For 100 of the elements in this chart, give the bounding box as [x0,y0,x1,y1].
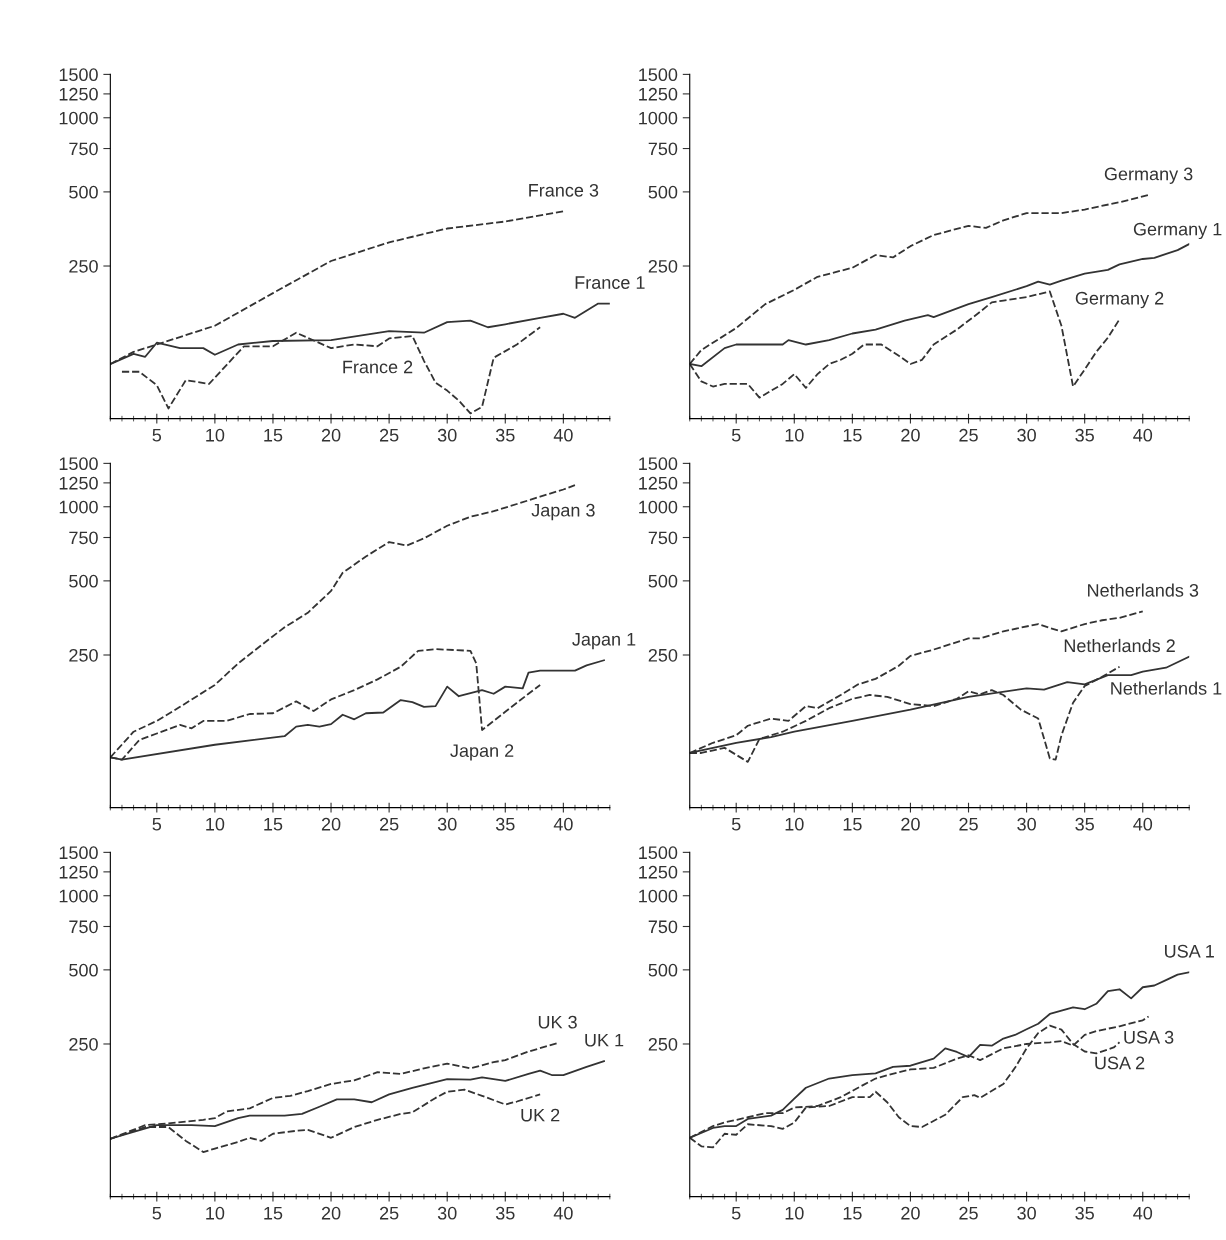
x-tick-label: 40 [553,428,573,442]
x-tick-label: 30 [437,428,457,442]
x-tick-label: 25 [959,428,978,442]
x-tick-label: 10 [785,1206,804,1220]
x-tick-label: 5 [152,818,162,831]
series-label: Germany 3 [1104,167,1193,184]
y-tick-label: 1000 [59,500,98,514]
x-tick-label: 40 [553,817,573,831]
y-tick-label: 750 [648,920,678,934]
series-label: UK 2 [521,1108,560,1122]
x-tick-label: 20 [901,1206,920,1220]
y-tick-label: 1000 [59,111,98,125]
y-tick-label: 750 [648,142,678,156]
x-tick-label: 15 [264,818,283,831]
y-tick-label: 750 [69,531,98,545]
y-tick-label: 1500 [639,846,678,860]
y-tick-label: 500 [69,963,98,977]
x-tick-label: 5 [731,818,741,831]
x-tick-label: 20 [321,1206,341,1220]
y-tick-label: 500 [69,574,98,588]
y-tick-label: 1500 [59,846,98,860]
x-tick-label: 20 [901,428,920,442]
x-tick-label: 5 [731,1206,741,1220]
x-tick-label: 40 [1133,817,1153,831]
series-label: USA 2 [1095,1056,1145,1070]
y-tick-label: 250 [648,259,678,273]
x-tick-label: 35 [1075,428,1094,442]
y-tick-label: 250 [69,1037,98,1051]
x-tick-label: 35 [495,817,515,831]
series-label: Netherlands 3 [1088,583,1199,597]
y-tick-label: 1500 [59,457,98,471]
y-tick-label: 1500 [59,68,98,82]
series-label: France 1 [575,276,645,289]
y-tick-label: 250 [648,648,678,662]
x-tick-label: 10 [206,428,225,442]
x-tick-label: 30 [437,1206,457,1220]
x-tick-label: 10 [206,817,225,831]
series-label: Netherlands 1 [1111,681,1222,695]
y-tick-label: 1000 [639,500,678,514]
y-tick-label: 500 [69,185,98,199]
y-tick-label: 250 [648,1037,678,1051]
series-label: USA 3 [1124,1030,1174,1044]
y-tick-label: 500 [648,963,678,977]
x-tick-label: 40 [1133,428,1153,442]
x-tick-label: 25 [379,1206,399,1220]
x-tick-label: 5 [152,429,162,442]
x-tick-label: 10 [785,428,804,442]
x-tick-label: 25 [379,817,399,831]
y-tick-label: 1500 [639,68,678,82]
y-tick-label: 1000 [639,111,678,125]
x-tick-label: 35 [1075,1206,1094,1220]
x-tick-label: 20 [321,817,341,831]
series-label: Netherlands 2 [1064,638,1175,653]
series-label: UK 3 [538,1015,577,1029]
x-tick-label: 30 [1017,1206,1036,1220]
y-tick-label: 1250 [59,476,98,490]
series-label: France 3 [529,183,599,197]
x-tick-label: 20 [321,428,341,442]
y-tick-label: 500 [648,574,678,588]
x-tick-label: 25 [379,428,399,442]
series-label: UK 1 [585,1033,624,1047]
x-tick-label: 5 [152,1206,162,1220]
x-tick-label: 15 [843,818,862,831]
y-tick-label: 500 [648,185,678,199]
y-tick-label: 750 [69,920,98,934]
x-tick-label: 15 [843,1206,862,1220]
series-label: Japan 1 [572,633,636,650]
x-tick-label: 20 [901,817,920,831]
y-tick-label: 1250 [639,476,678,490]
x-tick-label: 30 [1017,428,1036,442]
x-tick-label: 40 [553,1206,573,1220]
series-label: Japan 2 [450,744,514,761]
series-label: USA 1 [1165,944,1214,958]
x-tick-label: 25 [959,817,978,831]
y-tick-label: 1250 [59,865,98,879]
y-tick-label: 1000 [639,889,678,903]
y-tick-label: 1000 [59,889,98,903]
y-tick-label: 750 [648,531,678,545]
x-tick-label: 30 [437,817,457,831]
series-label: France 2 [343,360,413,374]
x-tick-label: 15 [264,429,283,442]
x-tick-label: 40 [1133,1206,1153,1220]
y-tick-label: 1250 [639,865,678,879]
series-label: Germany 1 [1133,222,1222,240]
x-tick-label: 35 [495,428,515,442]
y-tick-label: 1500 [639,457,678,471]
y-tick-label: 250 [69,648,98,662]
x-tick-label: 35 [495,1206,515,1220]
x-tick-label: 35 [1075,817,1094,831]
y-tick-label: 1250 [639,87,678,101]
y-tick-label: 750 [69,142,98,156]
x-tick-label: 15 [264,1206,283,1220]
x-tick-label: 10 [785,817,804,831]
series-label: Japan 3 [531,503,595,521]
y-tick-label: 250 [69,259,98,273]
x-tick-label: 10 [206,1206,225,1220]
x-tick-label: 30 [1017,817,1036,831]
x-tick-label: 15 [843,429,862,442]
series-label: Germany 2 [1075,291,1164,309]
x-tick-label: 5 [731,429,741,442]
